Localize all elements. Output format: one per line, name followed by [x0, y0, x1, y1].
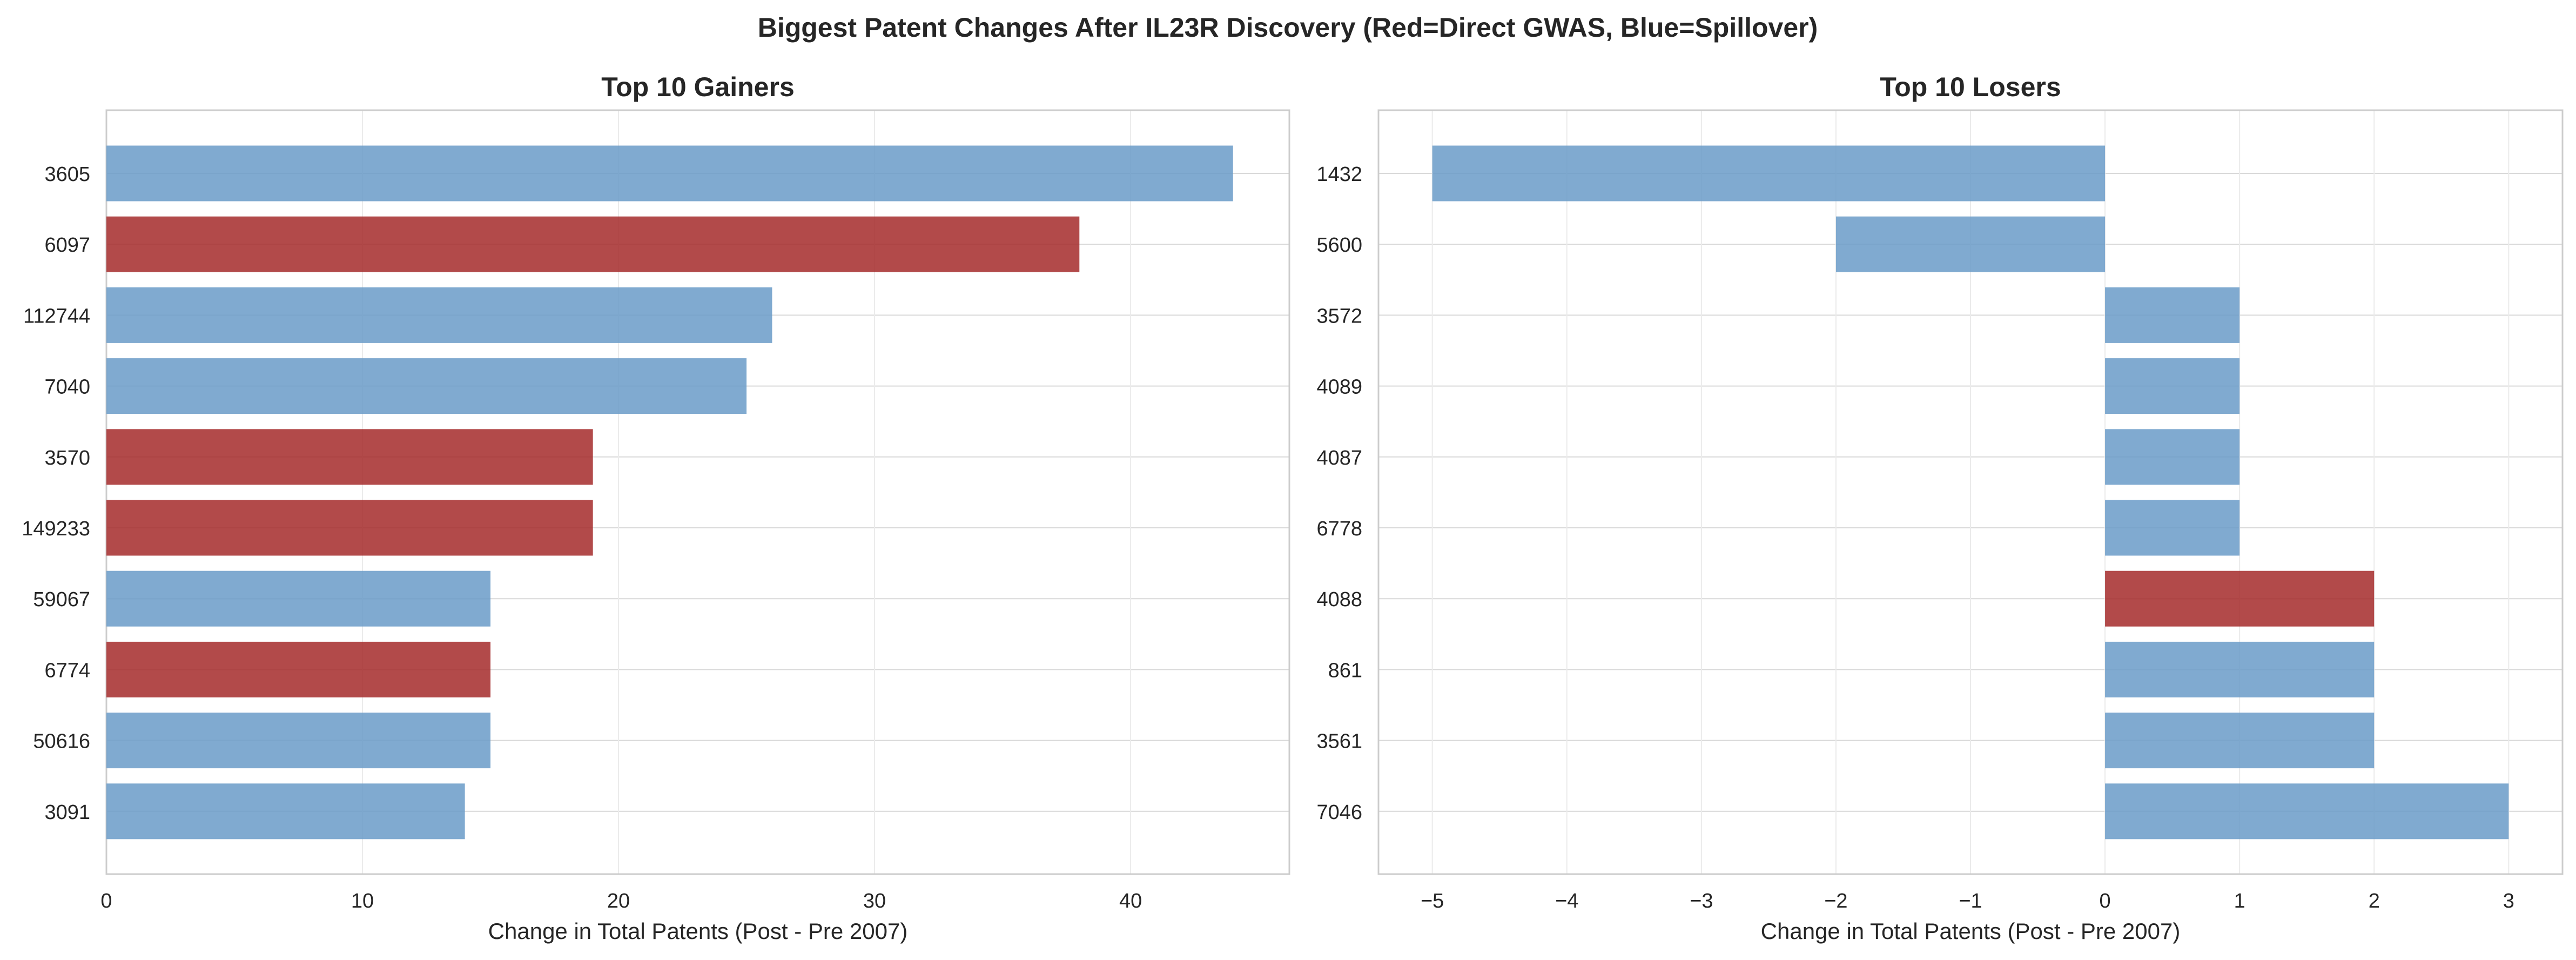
y-tick-label: 59067	[33, 588, 90, 611]
figure-title: Biggest Patent Changes After IL23R Disco…	[758, 12, 1818, 43]
x-tick-label: 1	[2234, 890, 2245, 912]
plot-frame	[105, 109, 1290, 875]
bar-3572	[2105, 287, 2240, 343]
x-tick-label: −2	[1824, 890, 1847, 912]
x-axis-label-gainers: Change in Total Patents (Post - Pre 2007…	[488, 918, 908, 944]
bar-6778	[2105, 500, 2240, 556]
y-tick-label: 3605	[44, 163, 90, 186]
x-tick-label: 40	[1119, 890, 1142, 912]
bar-3605	[106, 145, 1233, 202]
y-tick-label: 1432	[1316, 163, 1362, 186]
x-tick-label: 20	[607, 890, 630, 912]
panel-top-losers: Top 10 Losers 1432 5600 3572 4089 4087 6778 40…	[1316, 72, 2564, 944]
y-tick-label: 3091	[44, 801, 90, 824]
bar-861	[2105, 641, 2375, 697]
y-tick-label: 4089	[1316, 376, 1362, 399]
x-tick-label: −3	[1690, 890, 1713, 912]
y-tick-label: 861	[1328, 659, 1362, 682]
bar-1432	[1432, 145, 2106, 202]
panel-top-gainers: Top 10 Gainers 3605 6097 112744 7040 3570 149…	[22, 72, 1290, 944]
bar-7046	[2105, 783, 2509, 840]
bar-7040	[106, 358, 747, 414]
bar-5600	[1835, 216, 2106, 272]
bar-4088	[2105, 570, 2375, 627]
y-tick-label: 6778	[1316, 518, 1362, 540]
y-tick-label: 6774	[44, 659, 90, 682]
y-tick-label: 6097	[44, 234, 90, 257]
y-tick-label: 7046	[1316, 801, 1362, 824]
plot-frame	[1377, 109, 2564, 875]
y-tick-label: 4087	[1316, 447, 1362, 469]
bar-149233	[106, 500, 593, 556]
bar-4087	[2105, 429, 2240, 485]
y-tick-label: 5600	[1316, 234, 1362, 257]
bar-50616	[106, 713, 491, 769]
x-tick-label: 0	[2100, 890, 2111, 912]
x-tick-label: −1	[1959, 890, 1982, 912]
bar-112744	[106, 287, 772, 343]
x-tick-label: −4	[1555, 890, 1578, 912]
x-tick-label: −5	[1421, 890, 1444, 912]
y-tick-label: 50616	[33, 730, 90, 753]
panel-title-losers: Top 10 Losers	[1880, 72, 2061, 102]
bar-3561	[2105, 713, 2375, 769]
bar-6774	[106, 641, 491, 697]
bar-4089	[2105, 358, 2240, 414]
bar-59067	[106, 570, 491, 627]
y-tick-label: 149233	[22, 518, 90, 540]
x-tick-label: 10	[351, 890, 374, 912]
panel-title-gainers: Top 10 Gainers	[601, 72, 795, 102]
y-tick-label: 3570	[44, 447, 90, 469]
bar-3570	[106, 429, 593, 485]
y-tick-label: 4088	[1316, 588, 1362, 611]
x-tick-label: 30	[863, 890, 886, 912]
x-tick-label: 3	[2503, 890, 2514, 912]
y-tick-label: 7040	[44, 376, 90, 399]
x-axis-label-losers: Change in Total Patents (Post - Pre 2007…	[1761, 918, 2181, 944]
y-tick-label: 112744	[23, 305, 90, 327]
x-tick-label: 2	[2369, 890, 2380, 912]
y-tick-label: 3561	[1316, 730, 1362, 753]
x-tick-label: 0	[100, 890, 112, 912]
y-tick-label: 3572	[1316, 305, 1362, 327]
bar-6097	[106, 216, 1080, 272]
bar-3091	[106, 783, 465, 840]
